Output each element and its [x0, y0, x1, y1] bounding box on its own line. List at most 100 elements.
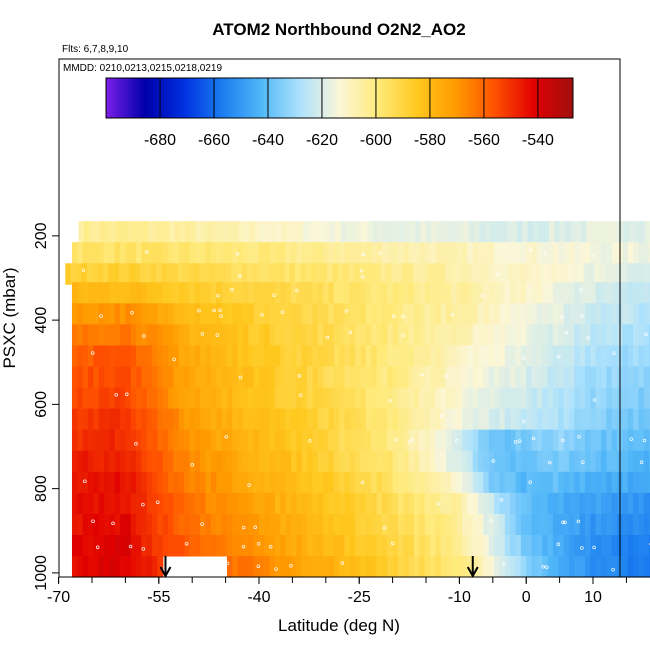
heatmap-cell	[162, 492, 169, 515]
sample-point	[579, 288, 583, 292]
heatmap-cell	[168, 282, 175, 304]
heatmap-cell	[242, 366, 249, 388]
heatmap-cell	[504, 345, 511, 367]
heatmap-cell	[269, 535, 276, 557]
heatmap-cell	[643, 282, 650, 304]
heatmap-cell	[510, 450, 517, 473]
heatmap-cell	[226, 450, 233, 473]
heatmap-cell	[339, 429, 346, 452]
heatmap-cell	[408, 387, 415, 410]
heatmap-cell	[173, 408, 180, 431]
colorbar-segment	[517, 78, 521, 118]
heatmap-cell	[397, 242, 404, 264]
heatmap-cell	[467, 345, 474, 367]
sample-point	[639, 460, 644, 465]
sample-point	[592, 545, 596, 550]
heatmap-cell	[125, 513, 132, 536]
heatmap-cell	[114, 324, 121, 346]
heatmap-cell	[141, 535, 148, 557]
heatmap-cell	[169, 221, 176, 243]
heatmap-cell	[504, 387, 511, 410]
heatmap-cell	[180, 221, 187, 243]
heatmap-cell	[558, 387, 565, 410]
heatmap-cell	[190, 221, 197, 243]
heatmap-cell	[264, 366, 271, 388]
heatmap-cell	[359, 263, 366, 285]
heatmap-cell	[70, 263, 77, 285]
heatmap-cell	[531, 387, 538, 410]
heatmap-cell	[536, 492, 543, 515]
colorbar-segment	[570, 78, 574, 118]
heatmap-cell	[301, 408, 308, 431]
heatmap-cell	[162, 303, 169, 325]
heatmap-cell	[417, 263, 424, 285]
heatmap-cell	[413, 450, 420, 473]
heatmap-cell	[225, 263, 232, 285]
heatmap-cell	[259, 324, 265, 346]
heatmap-cell	[125, 471, 132, 494]
heatmap-cell	[638, 513, 645, 536]
heatmap-cell	[233, 221, 240, 243]
heatmap-cell	[210, 408, 217, 431]
heatmap-cell	[584, 513, 591, 536]
heatmap-cell	[301, 471, 308, 494]
heatmap-cell	[526, 242, 533, 264]
heatmap-cell	[514, 263, 521, 285]
heatmap-cell	[413, 242, 420, 264]
heatmap-cell	[173, 429, 180, 452]
sample-point	[388, 398, 392, 403]
heatmap-cell	[408, 324, 415, 346]
colorbar-segment	[543, 78, 548, 118]
heatmap-cell	[323, 303, 330, 325]
heatmap-cell	[515, 324, 522, 346]
heatmap-cell	[420, 221, 427, 243]
heatmap-cell	[120, 556, 126, 578]
heatmap-cell	[606, 556, 613, 578]
heatmap-cell	[584, 408, 591, 431]
heatmap-cell	[519, 263, 526, 285]
sample-point	[216, 293, 220, 298]
heatmap-cell	[467, 282, 474, 304]
heatmap-cell	[542, 366, 549, 388]
heatmap-cell	[472, 345, 479, 367]
heatmap-cell	[157, 242, 164, 264]
heatmap-cell	[178, 492, 185, 515]
colorbar-tick-label: -580	[414, 132, 446, 149]
heatmap-cell	[264, 471, 271, 494]
heatmap-cell	[182, 263, 189, 285]
heatmap-cell	[494, 345, 501, 367]
heatmap-cell	[595, 242, 602, 264]
heatmap-cell	[579, 303, 586, 325]
colorbar-segment	[502, 78, 507, 118]
heatmap-cell	[317, 429, 324, 452]
heatmap-cell	[333, 535, 340, 557]
heatmap-cell	[419, 429, 426, 452]
heatmap-cell	[189, 303, 196, 325]
heatmap-cell	[205, 492, 212, 515]
heatmap-cell	[339, 450, 346, 473]
heatmap-cell	[387, 513, 394, 536]
heatmap-cell	[558, 471, 565, 494]
colorbar-segment	[491, 78, 495, 118]
heatmap-cell	[237, 471, 244, 494]
heatmap-cell	[483, 471, 490, 494]
heatmap-cell	[301, 535, 308, 557]
heatmap-cell	[392, 513, 399, 536]
heatmap-cell	[189, 282, 196, 304]
heatmap-cell	[307, 282, 314, 304]
sample-point	[218, 308, 222, 313]
heatmap-cell	[397, 471, 404, 494]
heatmap-cell	[542, 408, 549, 431]
x-tick-label: -25	[348, 589, 371, 606]
heatmap-cell	[568, 345, 575, 367]
heatmap-cell	[344, 303, 351, 325]
heatmap-cell	[574, 535, 581, 557]
sample-point	[141, 547, 146, 551]
heatmap-cell	[221, 450, 228, 473]
heatmap-cell	[397, 387, 404, 410]
heatmap-cell	[136, 282, 143, 304]
colorbar-segment	[394, 78, 399, 118]
heatmap-cell	[162, 471, 169, 494]
heatmap-cell	[631, 263, 638, 285]
